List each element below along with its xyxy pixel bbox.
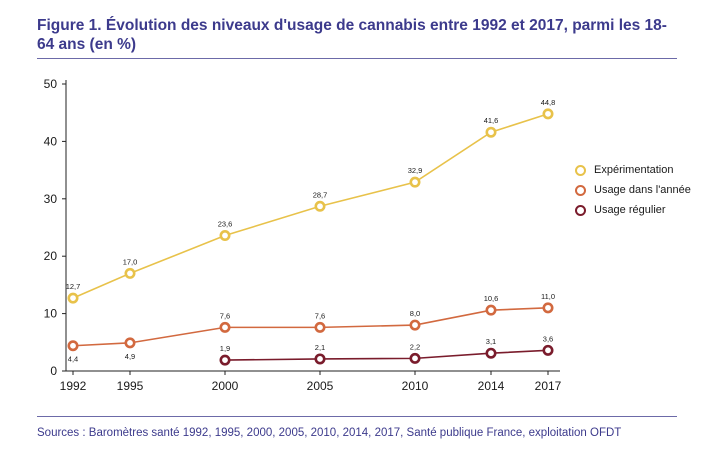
axes: 0 10 20 30 40 50 1992 1995 2000 2005 2010 2014 2017 [44, 77, 562, 393]
data-label: 3,1 [486, 337, 496, 346]
legend-item: Usage régulier [575, 200, 691, 220]
data-point [485, 126, 497, 138]
data-label: 3,6 [543, 334, 553, 343]
data-point [67, 340, 79, 352]
data-point [67, 292, 79, 304]
data-point [542, 108, 554, 120]
data-point [485, 347, 497, 359]
data-label: 2,2 [410, 342, 420, 351]
data-labels-layer: 12,7 17,0 23,6 28,7 32,9 41,6 44,8 4,4 4,9 7,6 7,6… [66, 98, 556, 364]
data-label: 7,6 [315, 311, 325, 320]
figure-title: Figure 1. Évolution des niveaux d'usage … [37, 17, 667, 53]
data-label: 11,0 [541, 292, 555, 301]
x-tick-label: 2010 [402, 379, 429, 393]
sources-note: Sources : Baromètres santé 1992, 1995, 2… [37, 427, 622, 439]
data-label: 32,9 [408, 166, 423, 175]
y-tick-label: 50 [44, 77, 58, 91]
data-point [124, 337, 136, 349]
data-point [409, 352, 421, 364]
data-label: 8,0 [410, 309, 420, 318]
x-tick-label: 1995 [117, 379, 144, 393]
y-tick-label: 20 [44, 249, 58, 263]
data-point [219, 354, 231, 366]
legend-label: Usage régulier [594, 204, 666, 216]
data-label: 4,4 [68, 355, 78, 364]
data-point [314, 321, 326, 333]
data-point [124, 267, 136, 279]
legend-item: Usage dans l'année [575, 180, 691, 200]
legend-item: Expérimentation [575, 160, 691, 180]
data-point [409, 176, 421, 188]
y-tick-label: 0 [50, 364, 57, 378]
legend-marker [575, 204, 586, 216]
legend-marker [575, 164, 586, 176]
title-divider [37, 58, 677, 59]
legend-label: Expérimentation [594, 164, 674, 176]
data-point [542, 302, 554, 314]
series-layer [67, 108, 554, 366]
data-label: 41,6 [484, 116, 499, 125]
footer-divider [37, 416, 677, 417]
data-label: 17,0 [123, 257, 138, 266]
data-label: 4,9 [125, 352, 135, 361]
data-point [314, 353, 326, 365]
data-point [542, 344, 554, 356]
data-label: 7,6 [220, 311, 230, 320]
legend-label: Usage dans l'année [594, 184, 691, 196]
x-tick-label: 2014 [478, 379, 505, 393]
data-label: 2,1 [315, 343, 325, 352]
data-label: 10,6 [484, 294, 499, 303]
x-tick-label: 2005 [307, 379, 334, 393]
data-label: 12,7 [66, 282, 81, 291]
data-point [314, 200, 326, 212]
series-line [224, 349, 549, 361]
chart-legend: Expérimentation Usage dans l'année Usage r… [575, 160, 691, 220]
data-label: 28,7 [313, 190, 328, 199]
data-point [409, 319, 421, 331]
y-tick-label: 10 [44, 307, 58, 321]
x-tick-label: 2017 [535, 379, 562, 393]
series-line [72, 307, 549, 347]
data-label: 1,9 [220, 344, 230, 353]
series-line [72, 113, 549, 299]
data-label: 44,8 [541, 98, 556, 107]
legend-marker [575, 184, 586, 196]
data-point [219, 230, 231, 242]
y-tick-label: 40 [44, 134, 58, 148]
data-point [485, 304, 497, 316]
y-tick-label: 30 [44, 192, 58, 206]
data-point [219, 321, 231, 333]
x-tick-label: 1992 [60, 379, 87, 393]
x-tick-label: 2000 [212, 379, 239, 393]
data-label: 23,6 [218, 220, 233, 229]
